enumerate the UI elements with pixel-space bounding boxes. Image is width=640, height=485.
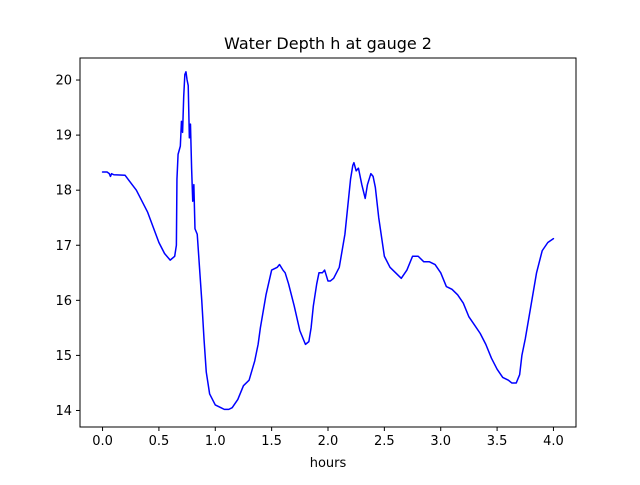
x-tick-label: 2.5 bbox=[374, 434, 395, 449]
y-tick-label: 16 bbox=[55, 294, 72, 309]
x-tick-label: 2.0 bbox=[318, 434, 339, 449]
x-tick-label: 0.5 bbox=[149, 434, 170, 449]
x-tick-label: 3.0 bbox=[430, 434, 451, 449]
x-tick-label: 3.5 bbox=[487, 434, 508, 449]
x-tick-label: 1.0 bbox=[205, 434, 226, 449]
x-tick-label: 0.0 bbox=[92, 434, 113, 449]
y-tick-label: 19 bbox=[55, 129, 72, 144]
y-tick-label: 17 bbox=[55, 239, 72, 254]
y-tick-label: 15 bbox=[55, 349, 72, 364]
x-tick-label: 1.5 bbox=[261, 434, 282, 449]
series-layer bbox=[101, 71, 555, 411]
axes-layer: 0.0 0.5 1.0 1.5 2.0 2.5 3.0 3.5 4.0 14 15 16 17 18 19 2… bbox=[55, 57, 577, 449]
x-axis-label: hours bbox=[310, 456, 347, 471]
chart-title: Water Depth h at gauge 2 bbox=[224, 34, 432, 53]
y-tick-label: 18 bbox=[55, 184, 72, 199]
y-tick-label: 20 bbox=[55, 74, 72, 89]
y-tick-label: 14 bbox=[55, 404, 72, 419]
x-tick-label: 4.0 bbox=[543, 434, 564, 449]
series-line-0 bbox=[101, 71, 555, 411]
